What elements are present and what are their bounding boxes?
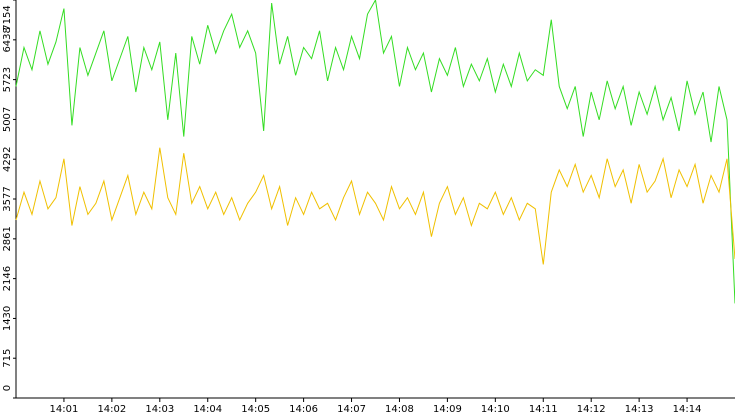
x-tick-label: 14:13 [625,404,654,415]
series-line [15,0,735,304]
x-tick-label: 14:14 [673,404,702,415]
y-tick-label: 3577 [2,186,13,211]
x-tick-label: 14:05 [241,404,270,415]
x-tick-label: 14:10 [481,404,510,415]
y-tick-label: 2861 [2,226,13,251]
x-tick-label: 14:06 [289,404,318,415]
y-tick-label: 5723 [2,67,13,92]
y-tick-label: 715 [2,349,13,368]
x-tick-label: 14:08 [385,404,414,415]
y-tick-label: 5007 [2,107,13,132]
x-tick-label: 14:09 [433,404,462,415]
x-tick-label: 14:01 [50,404,79,415]
series-line [15,147,735,265]
y-tick-label: 2146 [2,266,13,291]
x-tick-label: 14:07 [337,404,366,415]
y-tick-label: 1430 [2,306,13,331]
y-tick-label: 4292 [2,146,13,171]
x-tick-label: 14:04 [193,404,222,415]
x-tick-label: 14:03 [145,404,174,415]
x-tick-label: 14:02 [97,404,126,415]
x-tick-label: 14:12 [577,404,606,415]
x-tick-label: 14:11 [529,404,558,415]
y-tick-label: 7154 [2,5,13,30]
y-tick-label: 0 [2,385,13,391]
y-tick-label: 6438 [2,27,13,52]
